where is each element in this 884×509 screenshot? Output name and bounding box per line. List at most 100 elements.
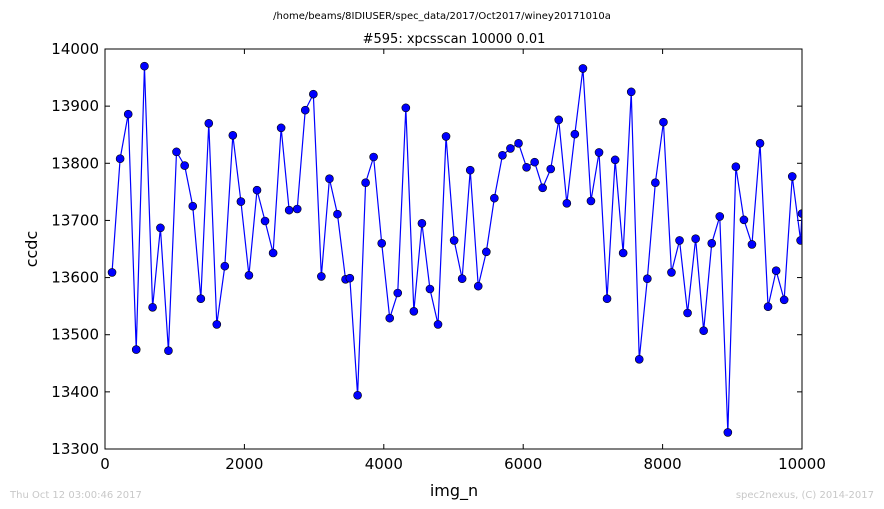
data-point: [260, 216, 270, 226]
data-point: [369, 152, 378, 162]
y-tick-label: 13900: [51, 97, 99, 115]
data-point: [300, 105, 310, 115]
data-point: [457, 274, 467, 284]
data-point: [236, 197, 246, 206]
data-point: [131, 345, 141, 354]
data-point: [715, 212, 725, 221]
y-tick-label: 13700: [51, 211, 99, 229]
footer-credit: spec2nexus, (C) 2014-2017: [735, 490, 874, 501]
footer-timestamp: Thu Oct 12 03:00:46 2017: [10, 490, 142, 501]
data-point: [401, 103, 411, 113]
data-point: [317, 272, 326, 281]
data-point: [276, 123, 286, 133]
data-point: [667, 268, 676, 277]
plot-area: 0 2000 4000 6000 8000 10000 13300 13400 13500 136…: [51, 40, 826, 473]
data-point: [779, 295, 789, 305]
x-axis-label: img_n: [430, 481, 478, 501]
y-tick-label: 13800: [51, 154, 99, 172]
data-point: [385, 313, 395, 323]
data-point: [506, 144, 515, 153]
data-point: [107, 268, 117, 277]
y-tick-label: 14000: [51, 40, 99, 58]
x-tick-label: 0: [100, 455, 110, 473]
figure-suptitle: /home/beams/8IDIUSER/spec_data/2017/Oct2…: [273, 11, 611, 22]
data-point: [634, 354, 644, 364]
data-point: [691, 234, 700, 244]
data-point: [498, 150, 507, 160]
data-point: [268, 248, 278, 258]
data-point: [172, 147, 181, 157]
data-point: [196, 294, 206, 304]
data-point: [570, 129, 580, 139]
data-point: [115, 154, 125, 164]
data-point: [610, 155, 620, 165]
data-point: [465, 165, 475, 175]
y-tick-label: 13300: [51, 440, 99, 458]
data-point: [530, 157, 539, 167]
data-point: [188, 201, 198, 211]
data-point: [482, 247, 491, 257]
data-point: [353, 390, 362, 400]
y-tick-label: 13500: [51, 326, 99, 344]
data-point: [731, 162, 741, 172]
x-tick-label: 10000: [778, 455, 826, 473]
data-point: [755, 138, 765, 148]
data-point: [140, 61, 149, 71]
data-point: [586, 196, 596, 206]
y-axis-label: ccdc: [22, 231, 41, 268]
data-point: [707, 238, 717, 248]
data-point: [546, 164, 556, 174]
data-point: [393, 288, 403, 298]
data-point: [490, 193, 499, 203]
data-point: [361, 178, 370, 188]
x-tick-label: 4000: [365, 455, 403, 473]
data-point: [473, 281, 483, 291]
data-point: [626, 87, 636, 97]
data-point: [618, 248, 628, 258]
data-point: [164, 346, 173, 356]
data-point: [747, 240, 757, 249]
data-point: [244, 270, 254, 280]
data-point: [797, 209, 802, 218]
data-point: [284, 205, 294, 215]
data-point: [417, 218, 427, 228]
data-point: [514, 138, 523, 148]
chart-title: #595: xpcsscan 10000 0.01: [363, 32, 546, 47]
data-point: [204, 118, 214, 128]
x-tick-label: 6000: [504, 455, 542, 473]
data-point: [433, 320, 443, 329]
series-line: [111, 66, 802, 433]
data-point: [325, 174, 334, 184]
data-point: [156, 223, 165, 233]
data-point: [252, 185, 262, 195]
data-point: [562, 198, 572, 208]
data-point: [554, 115, 564, 125]
data-point: [449, 236, 459, 245]
data-point: [123, 109, 133, 119]
data-point: [659, 117, 668, 127]
data-point: [220, 261, 230, 271]
data-point: [345, 273, 355, 283]
data-point: [212, 320, 222, 329]
x-tick-label: 2000: [225, 455, 263, 473]
data-point: [425, 284, 435, 294]
data-point: [651, 178, 660, 188]
data-point: [763, 302, 773, 312]
data-point: [228, 130, 238, 140]
data-point: [441, 132, 451, 141]
data-point: [683, 308, 692, 318]
data-point: [148, 302, 157, 312]
data-point: [699, 326, 708, 336]
data-point: [675, 236, 684, 245]
data-point: [594, 148, 604, 157]
data-point: [723, 428, 733, 437]
data-point: [602, 294, 612, 304]
data-point: [309, 89, 318, 99]
data-point: [409, 306, 419, 316]
data-point: [538, 183, 547, 193]
data-point: [292, 204, 302, 214]
data-point: [771, 266, 781, 276]
data-point: [739, 215, 749, 225]
data-point: [787, 172, 797, 181]
